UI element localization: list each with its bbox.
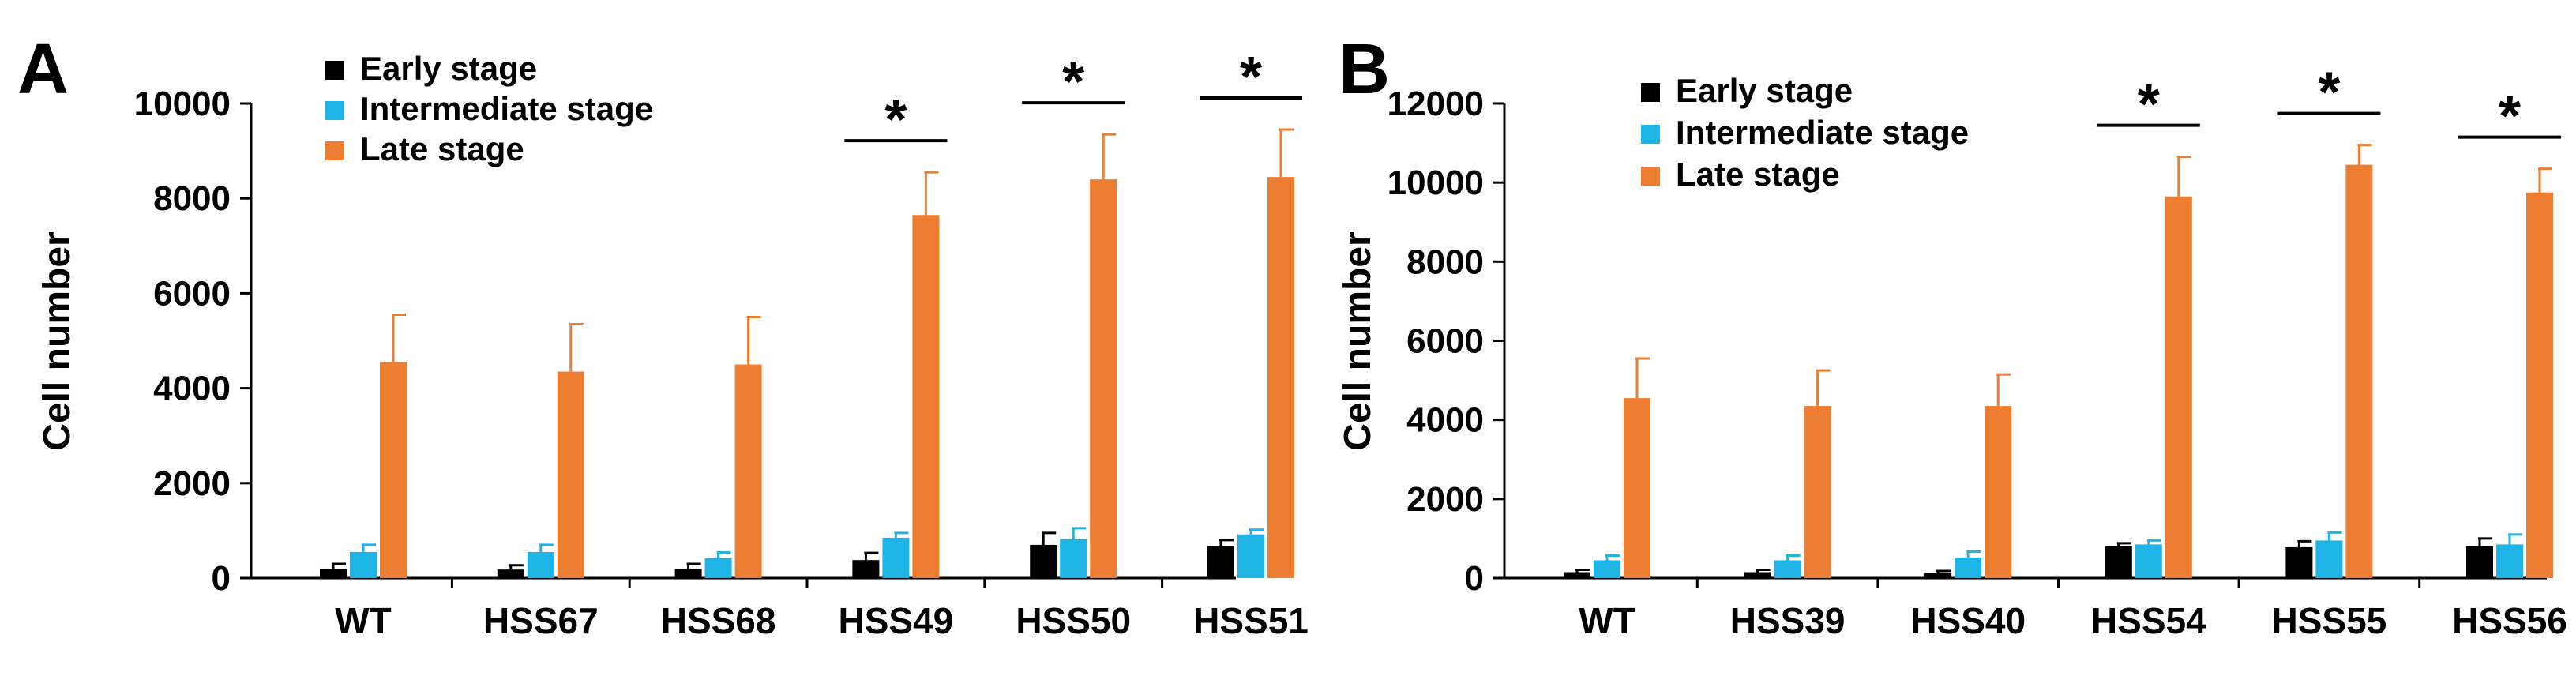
y-tick-label: 6000 bbox=[1406, 322, 1484, 361]
bar bbox=[1924, 573, 1952, 578]
y-tick-label: 8000 bbox=[1406, 242, 1484, 281]
bar bbox=[1060, 539, 1087, 578]
bar bbox=[1804, 406, 1831, 578]
bar bbox=[320, 568, 347, 578]
bar bbox=[1090, 179, 1117, 578]
legend-swatch bbox=[325, 141, 344, 160]
x-tick-label: HSS49 bbox=[839, 600, 954, 641]
bar bbox=[527, 551, 554, 578]
bar bbox=[380, 362, 407, 578]
significance-star: * bbox=[2318, 62, 2340, 125]
y-tick-label: 8000 bbox=[153, 179, 231, 218]
bar bbox=[674, 568, 702, 578]
legend-label: Late stage bbox=[1676, 156, 1840, 193]
x-tick-label: HSS68 bbox=[661, 600, 776, 641]
bar bbox=[1594, 560, 1620, 578]
legend-label: Intermediate stage bbox=[1676, 114, 1969, 151]
bar bbox=[734, 364, 762, 578]
legend-label: Intermediate stage bbox=[360, 90, 653, 127]
bar bbox=[1207, 546, 1234, 578]
x-tick-label: HSS51 bbox=[1193, 600, 1309, 641]
panel-label: A bbox=[17, 30, 69, 109]
legend-swatch bbox=[325, 61, 344, 80]
significance-star: * bbox=[884, 88, 907, 152]
bar bbox=[2466, 546, 2493, 578]
x-tick-label: HSS67 bbox=[483, 600, 599, 641]
bar bbox=[1237, 534, 1264, 578]
y-tick-label: 0 bbox=[212, 559, 231, 598]
x-tick-label: WT bbox=[1579, 600, 1635, 641]
legend-label: Early stage bbox=[360, 50, 537, 87]
y-axis-label: Cell number bbox=[1337, 231, 1379, 450]
y-tick-label: 2000 bbox=[1406, 480, 1484, 519]
significance-star: * bbox=[2138, 73, 2160, 137]
legend-label: Early stage bbox=[1676, 72, 1853, 109]
legend-swatch bbox=[1641, 125, 1660, 144]
legend-swatch bbox=[325, 101, 344, 120]
bar bbox=[2105, 546, 2132, 578]
bar bbox=[497, 569, 524, 578]
bar bbox=[2285, 546, 2313, 578]
bar bbox=[912, 215, 940, 578]
x-tick-label: HSS39 bbox=[1730, 600, 1846, 641]
y-tick-label: 4000 bbox=[153, 370, 231, 408]
panel-label: B bbox=[1339, 30, 1390, 109]
bar bbox=[1744, 572, 1771, 578]
significance-star: * bbox=[1062, 51, 1084, 114]
bar bbox=[2526, 192, 2553, 578]
y-tick-label: 6000 bbox=[153, 274, 231, 313]
panel-b: B Cell number 0 2000 4000 6000 8000 10000 12000 W… bbox=[1337, 30, 2567, 641]
x-tick-label: HSS40 bbox=[1910, 600, 2026, 641]
x-tick-label: HSS55 bbox=[2272, 600, 2387, 641]
y-tick-label: 0 bbox=[1465, 559, 1484, 598]
legend-label: Late stage bbox=[360, 130, 524, 167]
bar bbox=[2135, 544, 2162, 578]
significance-star: * bbox=[1240, 46, 1262, 109]
bar bbox=[2496, 544, 2523, 578]
bar bbox=[1624, 398, 1650, 578]
bar bbox=[2165, 196, 2192, 578]
y-tick-label: 2000 bbox=[153, 464, 231, 503]
bar bbox=[2345, 164, 2373, 579]
bar bbox=[1030, 544, 1057, 578]
panel-a: A Cell number 0 2000 4000 6000 8000 10000 WT HSS6… bbox=[17, 30, 1309, 641]
y-tick-label: 10000 bbox=[1388, 163, 1484, 202]
bar bbox=[350, 551, 377, 578]
x-tick-label: HSS54 bbox=[2091, 600, 2206, 641]
bar bbox=[1955, 557, 1982, 578]
y-tick-label: 10000 bbox=[134, 84, 231, 123]
bar bbox=[1774, 560, 1801, 578]
legend-swatch bbox=[1641, 167, 1660, 186]
y-tick-label: 4000 bbox=[1406, 401, 1484, 440]
x-tick-label: HSS50 bbox=[1016, 600, 1131, 641]
bar bbox=[1267, 177, 1294, 578]
legend-swatch bbox=[1641, 83, 1660, 102]
bar bbox=[852, 560, 880, 578]
y-tick-label: 12000 bbox=[1388, 84, 1484, 123]
x-tick-label: WT bbox=[335, 600, 392, 641]
bar bbox=[1564, 572, 1590, 578]
y-axis-label: Cell number bbox=[36, 231, 78, 450]
bar bbox=[882, 537, 910, 578]
bar bbox=[557, 371, 584, 578]
bar bbox=[1985, 406, 2012, 578]
significance-star: * bbox=[2499, 85, 2521, 148]
bar bbox=[704, 558, 732, 578]
x-tick-label: HSS56 bbox=[2452, 600, 2567, 641]
bar bbox=[2315, 540, 2343, 578]
